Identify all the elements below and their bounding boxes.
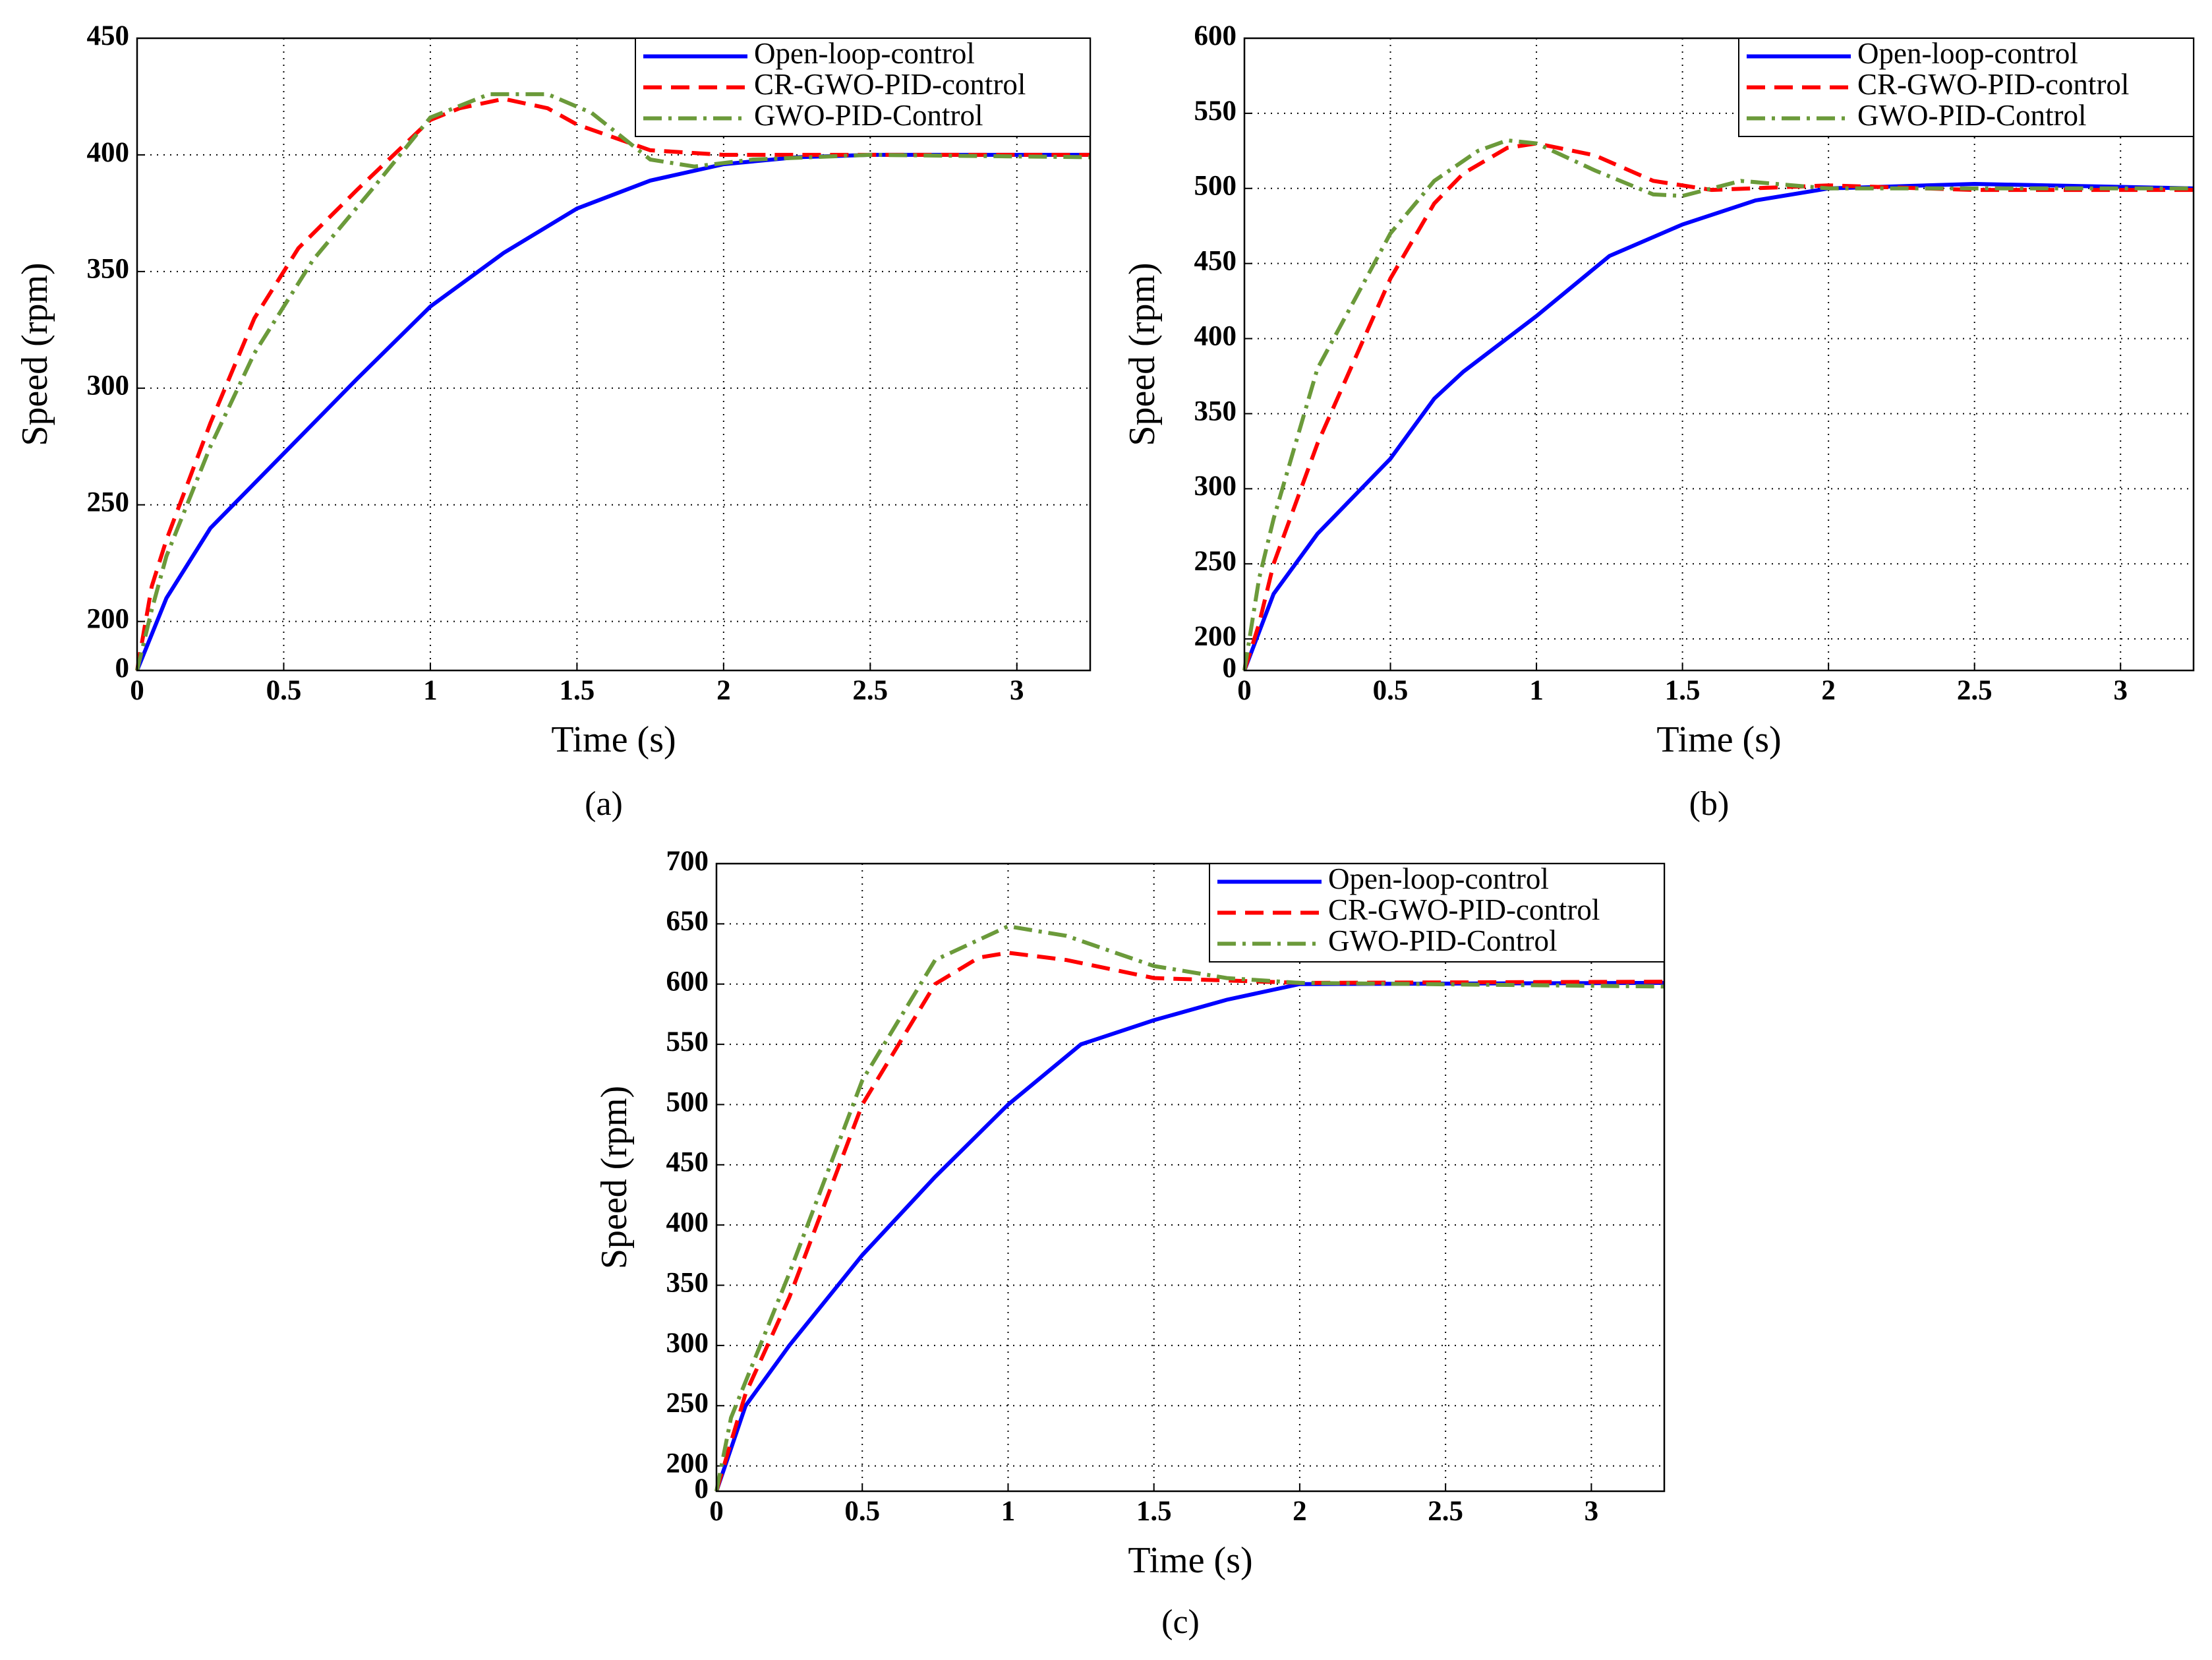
x-tick-label: 0.5 [266,675,302,706]
y-tick-label: 300 [87,371,130,401]
series-line [714,951,1665,1492]
y-tick-label: 400 [666,1207,709,1238]
y-tick-label: 300 [666,1328,709,1359]
y-tick-label: 450 [1194,246,1237,277]
caption: (a) [585,785,623,823]
legend-label: CR-GWO-PID-control [1857,68,2129,101]
y-tick-label: 200 [666,1448,709,1479]
x-tick-label: 0.5 [844,1496,880,1527]
y-tick-label: 250 [87,487,130,518]
y-tick-label: 0 [695,1473,709,1504]
x-tick-label: 0 [130,675,144,706]
x-tick-label: 2.5 [1428,1496,1463,1527]
y-tick-label: 300 [1194,471,1237,502]
legend-label: GWO-PID-Control [1857,99,2086,132]
x-tick-label: 1.5 [1665,675,1701,706]
y-tick-label: 600 [666,966,709,997]
legend-label: GWO-PID-Control [754,99,983,132]
series-line [1242,138,2194,671]
y-axis-label: Speed (rpm) [594,1086,635,1269]
x-tick-label: 3 [2113,675,2128,706]
x-tick-label: 2 [716,675,731,706]
y-tick-label: 0 [115,653,130,684]
plot-area [137,38,1090,670]
y-tick-label: 450 [87,20,130,51]
plot-area [716,864,1664,1491]
legend-label: Open-loop-control [1857,37,2078,70]
y-tick-label: 350 [1194,396,1237,427]
x-tick-label: 2.5 [1957,675,1993,706]
x-tick-label: 0.5 [1373,675,1409,706]
x-tick-label: 1 [1001,1496,1016,1527]
y-tick-label: 400 [87,137,130,168]
y-tick-label: 250 [666,1388,709,1419]
series-line [1242,181,2194,672]
x-axis-label: Time (s) [551,719,676,760]
x-tick-label: 1 [1529,675,1544,706]
y-tick-label: 450 [666,1147,709,1178]
y-tick-label: 700 [666,846,709,877]
x-tick-label: 0 [1237,675,1252,706]
x-tick-label: 2.5 [852,675,888,706]
caption: (b) [1689,785,1730,823]
x-tick-label: 0 [709,1496,724,1527]
y-tick-label: 500 [666,1086,709,1117]
y-tick-label: 250 [1194,546,1237,577]
axes-frame [136,37,1091,672]
legend-label: CR-GWO-PID-control [1328,893,1600,926]
axes-frame [1243,37,2195,672]
series-line [714,924,1665,1492]
y-tick-label: 550 [1194,96,1237,127]
x-tick-label: 1.5 [560,675,595,706]
x-tick-label: 2 [1293,1496,1307,1527]
y-tick-label: 600 [1194,20,1237,51]
y-tick-label: 650 [666,906,709,937]
legend-label: Open-loop-control [754,37,975,70]
x-axis-label: Time (s) [1656,719,1781,760]
x-tick-label: 1 [423,675,438,706]
x-axis-label: Time (s) [1128,1540,1252,1581]
y-tick-label: 350 [87,254,130,285]
y-tick-label: 0 [1223,653,1237,684]
x-tick-label: 2 [1821,675,1836,706]
y-tick-label: 400 [1194,320,1237,351]
series-line [135,92,1091,671]
series-line [714,980,1665,1492]
axes-frame [715,862,1666,1493]
x-tick-label: 3 [1010,675,1024,706]
y-axis-label: Speed (rpm) [15,262,55,446]
y-tick-label: 500 [1194,171,1237,202]
caption: (c) [1161,1603,1200,1641]
plot-area [1244,38,2194,670]
y-axis-label: Speed (rpm) [1122,262,1163,446]
y-tick-label: 350 [666,1267,709,1298]
y-tick-label: 550 [666,1026,709,1057]
x-tick-label: 3 [1585,1496,1599,1527]
legend-label: Open-loop-control [1328,862,1549,895]
y-tick-label: 200 [87,604,130,635]
legend-label: GWO-PID-Control [1328,924,1557,957]
legend-label: CR-GWO-PID-control [754,68,1026,101]
x-tick-label: 1.5 [1136,1496,1172,1527]
y-tick-label: 200 [1194,621,1237,652]
